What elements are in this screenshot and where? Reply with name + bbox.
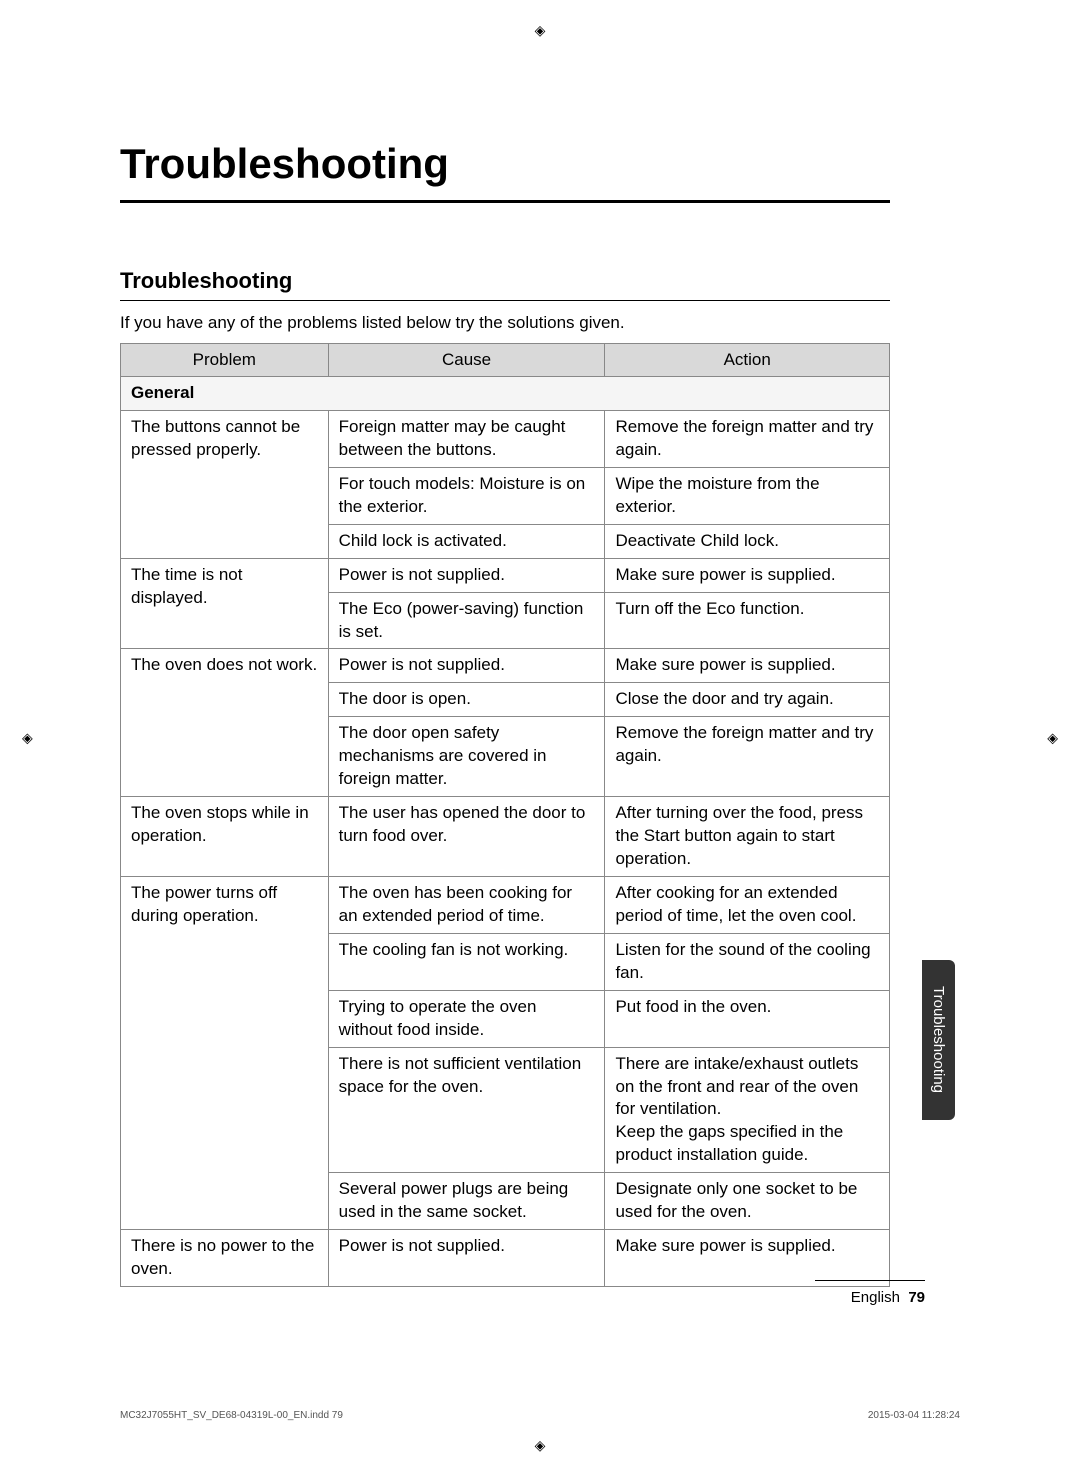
action-cell: Remove the foreign matter and try again. — [605, 717, 890, 797]
action-cell: Make sure power is supplied. — [605, 649, 890, 683]
action-cell: Deactivate Child lock. — [605, 524, 890, 558]
table-row: There is no power to the oven.Power is n… — [121, 1230, 890, 1287]
problem-cell: The power turns off during operation. — [121, 876, 329, 1229]
problem-cell: The buttons cannot be pressed properly. — [121, 410, 329, 558]
side-tab: Troubleshooting — [922, 960, 955, 1120]
category-label: General — [121, 377, 890, 411]
crop-mark-bottom-icon: ◈ — [535, 1437, 546, 1454]
cause-cell: Power is not supplied. — [328, 558, 605, 592]
problem-cell: There is no power to the oven. — [121, 1230, 329, 1287]
cause-cell: Trying to operate the oven without food … — [328, 990, 605, 1047]
cause-cell: Power is not supplied. — [328, 1230, 605, 1287]
page-title: Troubleshooting — [120, 140, 890, 203]
table-row: The oven does not work.Power is not supp… — [121, 649, 890, 683]
cause-cell: The oven has been cooking for an extende… — [328, 876, 605, 933]
cause-cell: Power is not supplied. — [328, 649, 605, 683]
intro-text: If you have any of the problems listed b… — [120, 313, 890, 333]
page-content: Troubleshooting Troubleshooting If you h… — [120, 140, 890, 1287]
crop-mark-left-icon: ◈ — [22, 730, 33, 747]
action-cell: After cooking for an extended period of … — [605, 876, 890, 933]
table-header-row: Problem Cause Action — [121, 344, 890, 377]
page-footer: English 79 — [815, 1280, 925, 1306]
action-cell: Turn off the Eco function. — [605, 592, 890, 649]
action-cell: There are intake/exhaust outlets on the … — [605, 1047, 890, 1173]
action-cell: Remove the foreign matter and try again. — [605, 410, 890, 467]
problem-cell: The oven stops while in operation. — [121, 797, 329, 877]
cause-cell: The cooling fan is not working. — [328, 933, 605, 990]
print-info: MC32J7055HT_SV_DE68-04319L-00_EN.indd 79… — [120, 1410, 960, 1421]
section-title: Troubleshooting — [120, 268, 890, 301]
action-cell: Wipe the moisture from the exterior. — [605, 467, 890, 524]
cause-cell: The user has opened the door to turn foo… — [328, 797, 605, 877]
action-cell: Put food in the oven. — [605, 990, 890, 1047]
table-row: The power turns off during operation.The… — [121, 876, 890, 933]
print-file: MC32J7055HT_SV_DE68-04319L-00_EN.indd 79 — [120, 1410, 343, 1421]
action-cell: Make sure power is supplied. — [605, 558, 890, 592]
action-cell: Listen for the sound of the cooling fan. — [605, 933, 890, 990]
action-cell: Close the door and try again. — [605, 683, 890, 717]
cause-cell: The Eco (power-saving) function is set. — [328, 592, 605, 649]
action-cell: After turning over the food, press the S… — [605, 797, 890, 877]
footer-language: English — [851, 1289, 900, 1306]
crop-mark-top-icon: ◈ — [535, 22, 546, 39]
action-cell: Make sure power is supplied. — [605, 1230, 890, 1287]
footer-page-number: 79 — [908, 1289, 925, 1306]
cause-cell: For touch models: Moisture is on the ext… — [328, 467, 605, 524]
troubleshooting-table: Problem Cause Action General The buttons… — [120, 343, 890, 1287]
problem-cell: The oven does not work. — [121, 649, 329, 797]
cause-cell: There is not sufficient ventilation spac… — [328, 1047, 605, 1173]
problem-cell: The time is not displayed. — [121, 558, 329, 649]
table-row: The buttons cannot be pressed properly.F… — [121, 410, 890, 467]
table-row: The time is not displayed.Power is not s… — [121, 558, 890, 592]
crop-mark-right-icon: ◈ — [1047, 730, 1058, 747]
action-cell: Designate only one socket to be used for… — [605, 1173, 890, 1230]
category-row: General — [121, 377, 890, 411]
cause-cell: Foreign matter may be caught between the… — [328, 410, 605, 467]
cause-cell: Several power plugs are being used in th… — [328, 1173, 605, 1230]
header-cause: Cause — [328, 344, 605, 377]
header-problem: Problem — [121, 344, 329, 377]
cause-cell: The door is open. — [328, 683, 605, 717]
print-date: 2015-03-04 11:28:24 — [868, 1410, 960, 1421]
cause-cell: The door open safety mechanisms are cove… — [328, 717, 605, 797]
header-action: Action — [605, 344, 890, 377]
cause-cell: Child lock is activated. — [328, 524, 605, 558]
table-row: The oven stops while in operation.The us… — [121, 797, 890, 877]
